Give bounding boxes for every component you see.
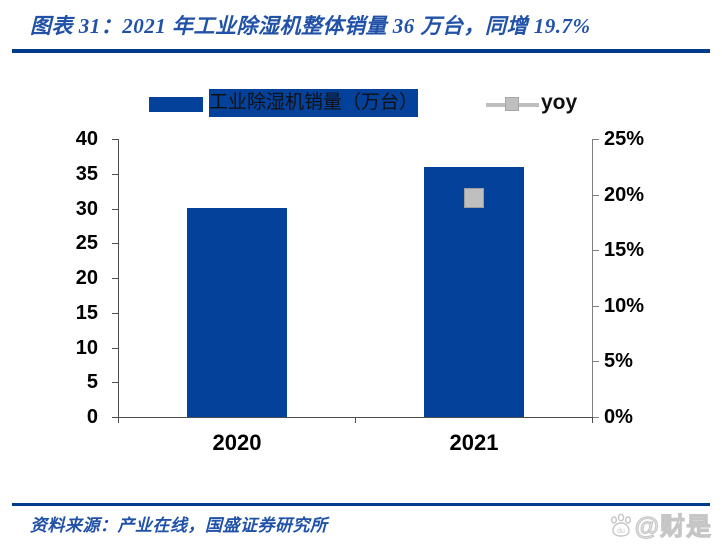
left-axis-tick [112,174,118,175]
legend-bar-swatch-icon [149,97,203,112]
svg-text:du: du [617,528,625,535]
left-axis-tick-label: 5 [86,371,98,393]
left-axis-line [118,139,119,418]
x-axis-category-label: 2021 [449,430,499,455]
left-axis-tick [112,313,118,314]
watermark-text: @财是 [634,513,712,542]
right-axis-tick-label: 15% [604,239,645,261]
legend-bar-label: 工业除湿机销量（万台） [209,89,419,117]
left-axis-tick-label: 25 [75,232,98,254]
right-axis-tick [593,417,599,418]
right-axis-tick [593,361,599,362]
right-axis-tick-label: 25% [604,128,645,150]
right-axis-tick [593,306,599,307]
left-axis-tick-label: 0 [86,406,98,428]
legend-yoy-marker-icon [505,97,519,111]
left-axis-tick-label: 15 [75,302,98,324]
bottom-axis-tick [118,418,119,423]
left-axis-tick [112,278,118,279]
left-axis-tick-label: 40 [75,128,98,150]
left-axis-tick [112,348,118,349]
bottom-axis-tick [592,418,593,423]
footer-divider [12,503,710,506]
right-axis-tick-label: 5% [604,350,633,372]
yoy-marker [464,188,484,208]
left-axis-tick [112,243,118,244]
left-axis-tick-label: 10 [75,337,98,359]
sales-bar [187,208,287,417]
legend-yoy-label: yoy [541,91,578,114]
right-axis-line [592,139,593,418]
bottom-axis-line [118,417,593,418]
left-axis-tick-label: 35 [75,163,98,185]
right-axis-tick [593,139,599,140]
left-axis-tick-label: 30 [75,198,98,220]
left-axis-tick [112,209,118,210]
right-axis-tick [593,250,599,251]
sales-bar [424,167,524,417]
x-axis-category-label: 2020 [212,430,262,455]
right-axis-tick-label: 10% [604,295,645,317]
title-divider [12,49,710,53]
left-axis-tick [112,382,118,383]
right-axis-tick-label: 0% [604,406,633,428]
right-axis-tick-label: 20% [604,184,645,206]
right-axis-tick [593,195,599,196]
left-axis-tick [112,139,118,140]
watermark: du @财是 [609,507,712,543]
source-note: 资料来源：产业在线，国盛证券研究所 [30,516,328,535]
figure-title: 图表 31：2021 年工业除湿机整体销量 36 万台，同增 19.7% [30,14,591,38]
left-axis-tick-label: 20 [75,267,98,289]
paw-icon: du [610,513,631,537]
left-axis-tick [112,417,118,418]
bottom-axis-tick [355,418,356,423]
